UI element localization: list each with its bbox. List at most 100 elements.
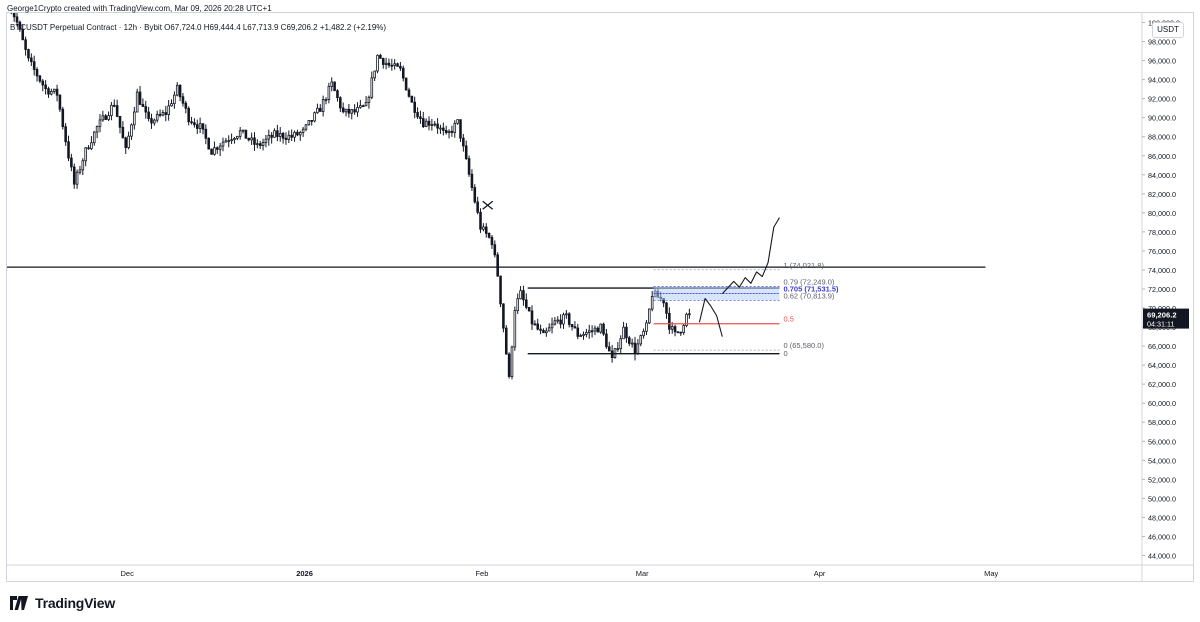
candle — [525, 293, 528, 310]
candle-body-down — [407, 89, 411, 97]
candle-body-up — [264, 138, 268, 143]
candle-body-down — [462, 137, 465, 147]
candle-body-up — [324, 99, 328, 101]
candle-body-down — [210, 148, 213, 155]
y-tick-label: 90,000.0 — [1148, 114, 1176, 123]
candle-body-up — [433, 123, 437, 126]
candle-body-up — [250, 137, 253, 141]
fib-label-1: 1 (74,021.8) — [784, 261, 825, 270]
symbol-ohlc-legend[interactable]: BTCUSDT Perpetual Contract · 12h · Bybit… — [10, 23, 387, 32]
candle — [124, 136, 128, 155]
candle — [522, 285, 525, 306]
candle — [510, 345, 514, 380]
currency-selector[interactable]: USDT — [1152, 22, 1184, 38]
candle-body-down — [195, 124, 199, 129]
candle-body-down — [284, 137, 288, 140]
candle-body-down — [61, 108, 65, 128]
candle — [496, 252, 499, 277]
candle-body-up — [256, 143, 259, 146]
y-tick-label: 72,000.0 — [1148, 285, 1176, 294]
candle-body-up — [130, 124, 133, 137]
candle-body-down — [379, 54, 382, 59]
candle-body-up — [301, 128, 305, 133]
candle — [247, 137, 251, 142]
candle-body-down — [319, 107, 322, 112]
chart-frame[interactable] — [6, 12, 1194, 582]
candle — [276, 124, 279, 142]
candle — [462, 133, 465, 152]
candle — [107, 111, 110, 122]
candle-body-up — [430, 124, 434, 126]
candle-body-down — [204, 128, 208, 139]
y-tick-label: 84,000.0 — [1148, 171, 1176, 180]
candle — [224, 138, 228, 143]
candle-body-up — [50, 91, 53, 95]
candle — [70, 153, 73, 172]
candle — [87, 145, 90, 150]
candle — [630, 338, 634, 348]
candle — [138, 85, 142, 106]
candle — [565, 309, 568, 319]
candle — [253, 132, 256, 151]
candle-body-down — [341, 107, 345, 113]
candle — [233, 136, 236, 144]
candle — [78, 165, 82, 175]
candle-body-up — [456, 119, 459, 124]
fib-label-0-79: 0.79 (72,249.0) — [784, 278, 835, 287]
tradingview-brand[interactable]: TradingView — [8, 594, 115, 612]
y-tick-label: 66,000.0 — [1148, 342, 1176, 351]
candle — [290, 129, 293, 141]
candle-body-down — [396, 63, 399, 67]
x-tick-label: Dec — [120, 569, 134, 578]
candle — [628, 335, 631, 347]
candle-body-down — [679, 331, 683, 334]
candle — [479, 208, 482, 233]
candle — [473, 184, 477, 204]
candle — [313, 111, 316, 123]
candle — [648, 308, 651, 325]
candle — [482, 223, 485, 232]
y-tick-label: 96,000.0 — [1148, 57, 1176, 66]
candle — [241, 129, 245, 134]
candle — [84, 147, 87, 167]
y-tick-label: 60,000.0 — [1148, 399, 1176, 408]
candle-body-up — [153, 119, 156, 124]
candle — [590, 325, 594, 338]
candle — [81, 158, 85, 176]
candle — [513, 306, 517, 351]
candle-body-down — [527, 306, 531, 312]
candle-body-down — [459, 119, 462, 139]
y-tick-label: 62,000.0 — [1148, 380, 1176, 389]
candle-body-down — [576, 327, 580, 337]
candle-body-down — [18, 21, 22, 30]
candle — [422, 111, 425, 129]
candle-body-up — [619, 338, 622, 350]
candle — [356, 102, 359, 117]
candle — [453, 120, 457, 138]
candle-body-up — [636, 343, 640, 355]
candle-body-up — [645, 322, 648, 332]
candle-body-down — [493, 244, 497, 256]
candle — [227, 135, 231, 148]
candle-body-up — [593, 327, 597, 332]
candle — [367, 95, 371, 109]
candle-body-down — [413, 101, 416, 113]
candle-body-down — [281, 133, 285, 139]
candle-body-up — [639, 335, 643, 345]
candle — [562, 312, 565, 329]
candle-body-up — [648, 308, 651, 324]
candle — [353, 104, 356, 115]
candle — [516, 293, 519, 314]
candle-body-down — [502, 303, 505, 329]
candle — [173, 91, 176, 109]
candle — [393, 59, 396, 70]
candle-body-down — [436, 123, 439, 129]
candle-body-up — [562, 314, 565, 325]
candle — [459, 119, 462, 142]
candle — [616, 342, 620, 352]
candle — [373, 70, 376, 82]
candle-body-down — [573, 326, 577, 329]
candle — [493, 240, 497, 258]
candle — [310, 120, 313, 126]
